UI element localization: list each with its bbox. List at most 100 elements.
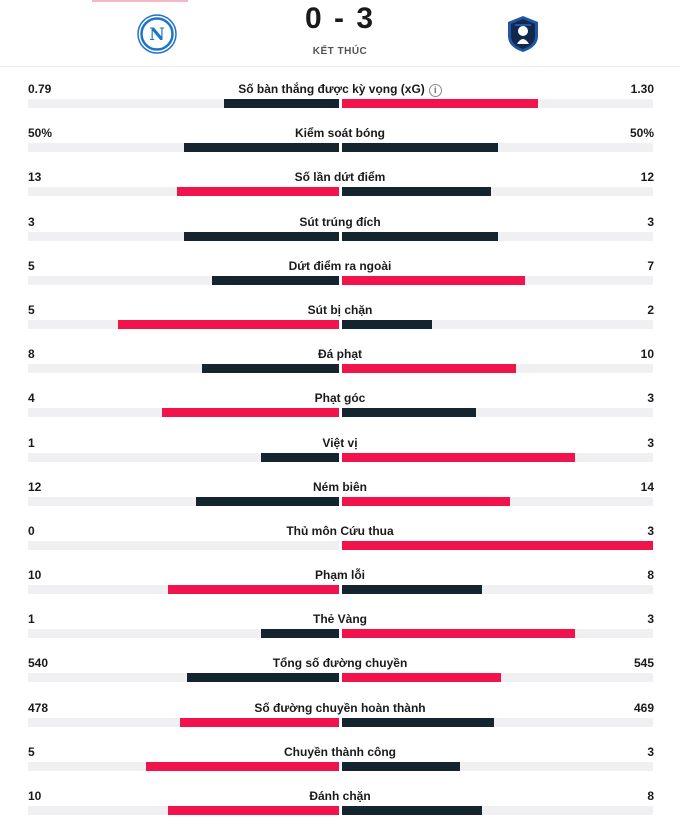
stat-home-value: 0 <box>28 523 35 538</box>
stat-row: 540 Tổng số đường chuyền 545 <box>0 654 680 698</box>
stat-away-value: 1.30 <box>630 82 654 96</box>
stat-label: Phạm lỗi <box>0 568 680 582</box>
match-status: KẾT THÚC <box>312 46 368 57</box>
header-divider <box>0 66 680 67</box>
stat-label-text: Việt vị <box>322 435 358 450</box>
stat-label-text: Đá phạt <box>317 347 362 362</box>
stat-away-bar <box>342 761 461 771</box>
stat-home-bar-track <box>28 275 339 285</box>
stat-away-value: 8 <box>647 568 654 583</box>
stat-away-bar-track <box>342 540 653 550</box>
stat-away-value: 14 <box>640 479 654 494</box>
stat-away-bar <box>342 806 482 815</box>
stat-away-bar-track <box>342 452 653 462</box>
stat-home-value: 4 <box>28 391 35 406</box>
stat-home-bar-track <box>28 99 339 108</box>
atalanta-logo-icon[interactable] <box>503 14 543 54</box>
stat-away-value: 10 <box>640 347 654 362</box>
stat-away-value: 7 <box>647 258 654 273</box>
stat-home-value: 540 <box>28 656 49 671</box>
stat-home-value: 13 <box>28 170 42 185</box>
stats-list: 0.79 Số bàn thắng được kỳ vọng (xG) i 1.30 5… <box>0 80 680 825</box>
stat-label-text: Thẻ Vàng <box>312 612 367 627</box>
stat-home-bar <box>167 585 339 595</box>
stat-label: Sút bị chặn <box>0 303 680 317</box>
stat-home-bar-track <box>28 806 339 815</box>
stat-away-bar <box>342 629 576 639</box>
stat-home-value: 10 <box>28 789 42 803</box>
stat-row: 5 Sút bị chặn 2 <box>0 301 680 345</box>
stat-home-bar <box>202 364 339 374</box>
napoli-logo-icon[interactable]: N <box>137 14 177 54</box>
stat-row: 8 Đá phạt 10 <box>0 345 680 389</box>
stat-row: 10 Đánh chặn 8 <box>0 787 680 825</box>
stat-home-bar <box>261 629 339 639</box>
stat-away-bar <box>342 496 510 506</box>
stat-away-value: 3 <box>647 214 654 229</box>
stat-label-text: Phạm lỗi <box>314 568 365 583</box>
stat-label-text: Kiểm soát bóng <box>294 126 385 141</box>
stat-away-bar <box>342 540 653 550</box>
stat-home-value: 50% <box>28 126 53 141</box>
stat-home-bar <box>146 761 339 771</box>
stat-label-text: Tổng số đường chuyền <box>272 656 408 671</box>
stat-home-bar <box>180 717 339 727</box>
match-score: 0 - 3 <box>304 2 376 35</box>
stat-away-bar-track <box>342 319 653 329</box>
stat-home-value: 12 <box>28 479 42 494</box>
stat-label-text: Ném biên <box>312 479 367 494</box>
stat-home-bar-track <box>28 629 339 639</box>
stat-row: 478 Số đường chuyền hoàn thành 469 <box>0 699 680 743</box>
tab-active-indicator <box>92 0 188 2</box>
stat-away-bar-track <box>342 717 653 727</box>
stat-label-text: Số đường chuyền hoàn thành <box>254 700 426 715</box>
stat-home-bar <box>211 275 339 285</box>
stat-home-value: 5 <box>28 744 35 759</box>
stat-home-bar-track <box>28 585 339 595</box>
stat-home-bar <box>183 143 339 153</box>
stat-home-value: 8 <box>28 347 35 362</box>
stat-away-bar <box>342 364 517 374</box>
svg-text:N: N <box>149 25 165 45</box>
stat-row: 4 Phạt góc 3 <box>0 389 680 433</box>
stat-away-bar-track <box>342 496 653 506</box>
stat-label-text: Dứt điểm ra ngoài <box>288 258 392 273</box>
stat-home-value: 1 <box>28 435 35 450</box>
match-header: N 0 - 3 KẾT THÚC <box>0 0 680 66</box>
stat-home-value: 5 <box>28 302 35 317</box>
stat-home-bar <box>183 231 339 241</box>
stat-away-value: 545 <box>633 656 654 671</box>
stat-away-bar-track <box>342 364 653 374</box>
stat-home-bar-track <box>28 673 339 683</box>
stat-home-bar-track <box>28 187 339 197</box>
stat-label: Số lần dứt điểm <box>0 170 680 184</box>
stat-home-bar-track <box>28 717 339 727</box>
stat-home-value: 0.79 <box>28 82 52 96</box>
stat-row: 0 Thủ môn Cứu thua 3 <box>0 522 680 566</box>
stat-home-value: 3 <box>28 214 35 229</box>
stat-label: Dứt điểm ra ngoài <box>0 259 680 273</box>
stat-away-bar-track <box>342 275 653 285</box>
stat-row: 13 Số lần dứt điểm 12 <box>0 168 680 212</box>
stat-label-text: Sút bị chặn <box>307 302 373 317</box>
stat-away-bar <box>342 187 492 197</box>
stat-home-bar <box>118 319 339 329</box>
stat-away-value: 3 <box>647 612 654 627</box>
stat-label-text: Chuyền thành công <box>284 744 396 759</box>
stat-label-text: Thủ môn Cứu thua <box>286 523 394 538</box>
stat-row: 1 Thẻ Vàng 3 <box>0 610 680 654</box>
stat-away-bar <box>342 99 538 108</box>
stat-label: Thẻ Vàng <box>0 612 680 626</box>
stat-away-bar-track <box>342 231 653 241</box>
stat-label: Kiểm soát bóng <box>0 126 680 140</box>
stat-away-value: 50% <box>629 126 654 141</box>
stat-away-bar-track <box>342 673 653 683</box>
info-icon[interactable]: i <box>428 84 442 97</box>
stat-home-bar-track <box>28 452 339 462</box>
stat-home-bar-track <box>28 540 339 550</box>
stat-away-bar-track <box>342 408 653 418</box>
stat-label: Số đường chuyền hoàn thành <box>0 701 680 715</box>
stat-away-value: 2 <box>647 302 654 317</box>
stat-away-bar <box>342 673 501 683</box>
stat-home-value: 1 <box>28 612 35 627</box>
